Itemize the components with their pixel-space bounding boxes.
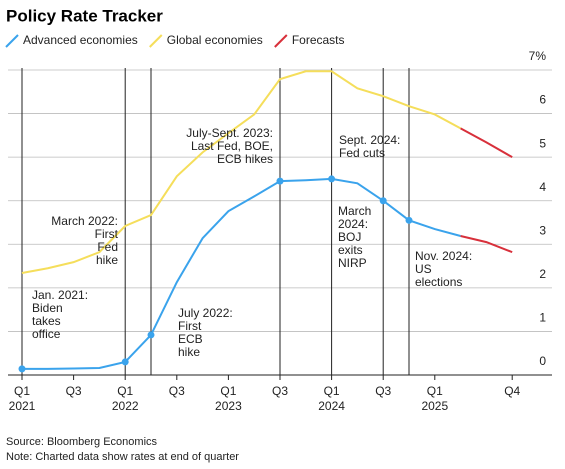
annotation: hike <box>178 345 200 359</box>
annotation: Jan. 2021: <box>32 288 88 302</box>
annotation: takes <box>32 314 61 328</box>
x-tick-label: Q3 <box>169 384 185 398</box>
annotation: 2024: <box>338 217 368 231</box>
series-line <box>21 70 462 275</box>
annotation: March <box>338 204 371 218</box>
event-dot <box>121 358 129 366</box>
x-tick-label: 2024 <box>318 399 345 413</box>
annotation: Last Fed, BOE, <box>191 139 273 153</box>
legend-label: Forecasts <box>292 33 345 47</box>
x-tick-label: Q3 <box>272 384 288 398</box>
event-dot <box>328 175 336 183</box>
annotation: First <box>95 227 119 241</box>
x-tick-label: 2021 <box>9 399 36 413</box>
annotation: elections <box>415 275 462 289</box>
annotation: BOJ <box>338 230 361 244</box>
x-tick-label: Q3 <box>375 384 391 398</box>
x-tick-label: Q1 <box>427 384 443 398</box>
annotation: NIRP <box>338 256 367 270</box>
annotation: July 2022: <box>178 306 233 320</box>
x-tick-label: Q1 <box>324 384 340 398</box>
annotation: July-Sept. 2023: <box>186 126 273 140</box>
legend-swatch <box>5 34 19 48</box>
forecast-line <box>460 235 513 254</box>
annotation: exits <box>338 243 363 257</box>
annotation: ECB hikes <box>217 152 273 166</box>
y-tick-label: 7% <box>529 49 547 63</box>
x-tick-label: Q1 <box>117 384 133 398</box>
x-tick-label: 2023 <box>215 399 242 413</box>
y-tick-label: 5 <box>539 136 546 150</box>
event-dot <box>276 177 284 185</box>
x-tick-label: Q1 <box>220 384 236 398</box>
chart-title: Policy Rate Tracker <box>6 6 163 25</box>
event-dot <box>405 216 413 224</box>
x-tick-label: 2025 <box>421 399 448 413</box>
source: Source: Bloomberg Economics <box>6 436 158 448</box>
x-tick-label: Q1 <box>14 384 30 398</box>
y-tick-label: 2 <box>539 267 546 281</box>
annotation: US <box>415 262 432 276</box>
event-dot <box>147 331 155 339</box>
annotation: Fed cuts <box>339 146 385 160</box>
legend-swatch <box>149 34 163 48</box>
annotation: Nov. 2024: <box>415 249 472 263</box>
legend-swatch <box>274 34 288 48</box>
annotation: office <box>32 327 61 341</box>
annotation: Sept. 2024: <box>339 133 400 147</box>
annotation: March 2022: <box>51 214 118 228</box>
x-tick-label: Q3 <box>66 384 82 398</box>
x-tick-label: Q4 <box>504 384 520 398</box>
y-tick-label: 0 <box>539 354 546 368</box>
annotation: hike <box>96 253 118 267</box>
y-tick-label: 6 <box>539 93 546 107</box>
annotation: First <box>178 319 202 333</box>
event-dot <box>379 197 387 205</box>
y-tick-label: 4 <box>539 180 546 194</box>
y-tick-label: 1 <box>539 311 546 325</box>
annotation: Biden <box>32 301 63 315</box>
legend-label: Advanced economies <box>23 33 138 47</box>
legend-label: Global economies <box>167 33 263 47</box>
event-dot <box>18 365 26 373</box>
annotation: Fed <box>97 240 118 254</box>
y-tick-label: 3 <box>539 223 546 237</box>
forecast-line <box>460 127 513 159</box>
series-line <box>22 177 461 370</box>
annotation: ECB <box>178 332 203 346</box>
x-tick-label: 2022 <box>112 399 139 413</box>
note: Note: Charted data show rates at end of … <box>6 451 239 463</box>
